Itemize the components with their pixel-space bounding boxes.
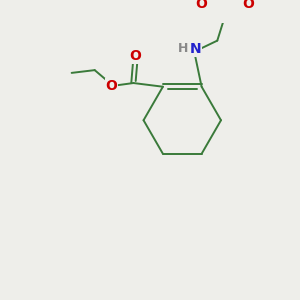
Text: O: O — [129, 49, 141, 63]
Text: H: H — [178, 42, 188, 56]
Text: O: O — [195, 0, 207, 11]
Text: N: N — [189, 42, 201, 56]
Text: O: O — [243, 0, 255, 11]
Text: O: O — [105, 79, 117, 93]
